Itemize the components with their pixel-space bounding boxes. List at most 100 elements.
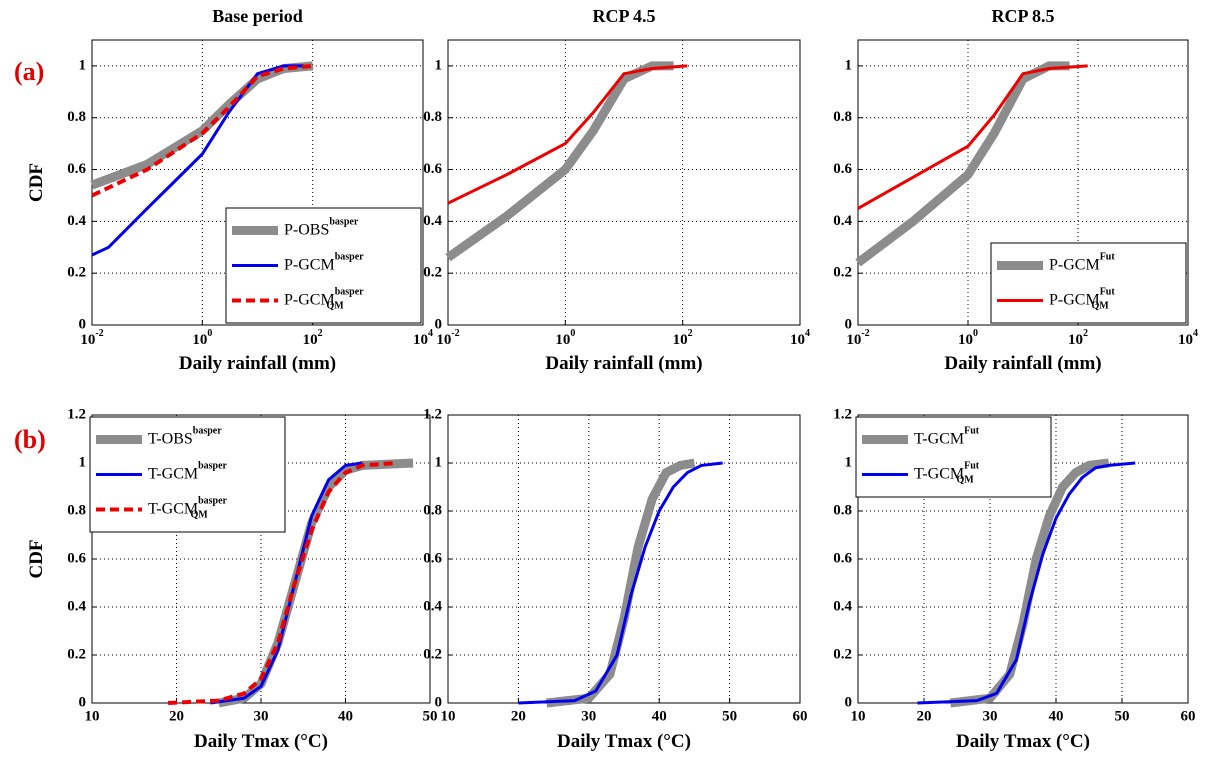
cdf-line bbox=[91, 64, 305, 257]
y-tick-label: 0.4 bbox=[67, 598, 86, 614]
x-tick-label: 10-2 bbox=[80, 328, 103, 348]
y-tick-label: 0.6 bbox=[423, 550, 442, 566]
tick-base: 10 bbox=[436, 332, 451, 348]
legend-sup: basper bbox=[198, 461, 227, 472]
legend-sub: QM bbox=[327, 301, 345, 312]
x-tick-label: 50 bbox=[1115, 708, 1130, 724]
x-axis-label: Daily Tmax (°C) bbox=[557, 731, 691, 752]
cdf-line bbox=[168, 461, 397, 705]
x-tick-label: 102 bbox=[303, 328, 323, 348]
x-tick-label: 102 bbox=[673, 328, 693, 348]
y-axis-label: CDF bbox=[26, 163, 47, 202]
x-tick-label: 30 bbox=[581, 708, 596, 724]
y-tick-label: 0.8 bbox=[67, 502, 86, 518]
legend-label: P-OBSbasper bbox=[284, 217, 359, 238]
y-tick-label: 0.4 bbox=[67, 213, 86, 229]
tick-exponent: 2 bbox=[1083, 328, 1088, 339]
y-tick-label: 0.4 bbox=[423, 598, 442, 614]
legend-box bbox=[990, 242, 1187, 324]
x-tick-label: 20 bbox=[511, 708, 526, 724]
y-tick-label: 0.4 bbox=[423, 213, 442, 229]
legend-sup: basper bbox=[193, 426, 222, 437]
y-tick-label: 1 bbox=[435, 57, 443, 73]
y-tick-label: 0.8 bbox=[423, 109, 442, 125]
tick-base: 10 bbox=[80, 332, 95, 348]
legend-name: P-GCM bbox=[284, 256, 335, 273]
tick-base: 10 bbox=[958, 332, 973, 348]
y-tick-label: 0.6 bbox=[423, 161, 442, 177]
x-tick-label: 60 bbox=[1181, 708, 1196, 724]
plot-frame bbox=[857, 39, 1189, 326]
x-tick-label: 20 bbox=[917, 708, 932, 724]
legend-sup: Fut bbox=[964, 461, 980, 472]
tick-base: 10 bbox=[1178, 332, 1193, 348]
legend-name: T-GCM bbox=[914, 430, 964, 447]
legend-name: T-GCM bbox=[914, 465, 964, 482]
legend-sup: Fut bbox=[964, 426, 980, 437]
tick-exponent: -2 bbox=[861, 328, 869, 339]
y-tick-label: 0 bbox=[435, 316, 443, 332]
tick-exponent: 0 bbox=[207, 328, 212, 339]
legend-label: T-OBSbasper bbox=[148, 426, 222, 447]
tick-base: 10 bbox=[303, 332, 318, 348]
y-tick-label: 0.2 bbox=[833, 265, 852, 281]
tick-base: 10 bbox=[790, 332, 805, 348]
legend-sup: Fut bbox=[1100, 252, 1116, 263]
y-tick-label: 0.4 bbox=[833, 598, 852, 614]
legend-name: P-GCM bbox=[1049, 256, 1100, 273]
legend-name: P-GCM bbox=[284, 291, 335, 308]
y-tick-label: 0.8 bbox=[833, 109, 852, 125]
tick-exponent: 0 bbox=[973, 328, 978, 339]
legend-sup: basper bbox=[335, 252, 364, 263]
tick-exponent: 0 bbox=[570, 328, 575, 339]
tick-base: 10 bbox=[1068, 332, 1083, 348]
legend-label: P-GCMFut bbox=[1049, 252, 1115, 273]
y-tick-label: 0.8 bbox=[67, 109, 86, 125]
legend-name: P-GCM bbox=[1049, 291, 1100, 308]
y-tick-label: 0.2 bbox=[833, 646, 852, 662]
cdf-line bbox=[518, 461, 723, 705]
y-tick-label: 0.6 bbox=[67, 550, 86, 566]
tick-exponent: 2 bbox=[688, 328, 693, 339]
x-tick-label: 30 bbox=[983, 708, 998, 724]
y-axis-label: CDF bbox=[26, 539, 47, 578]
legend-label: T-GCMFut bbox=[914, 426, 980, 447]
y-tick-label: 1 bbox=[845, 454, 853, 470]
x-tick-label: 10 bbox=[441, 708, 456, 724]
x-tick-label: 10-2 bbox=[846, 328, 869, 348]
legend-label: T-GCMbasper bbox=[148, 461, 228, 482]
legend-name: T-GCM bbox=[148, 500, 198, 517]
x-tick-label: 100 bbox=[958, 328, 978, 348]
x-axis-label: Daily Tmax (°C) bbox=[194, 731, 328, 752]
plot-frame bbox=[447, 39, 801, 326]
cdf-line bbox=[917, 461, 1136, 705]
y-tick-label: 1.2 bbox=[67, 406, 86, 422]
legend-label: T-GCMbasper QM bbox=[148, 496, 228, 521]
y-tick-label: 0 bbox=[845, 694, 853, 710]
tick-exponent: -2 bbox=[95, 328, 103, 339]
legend-name: P-OBS bbox=[284, 221, 329, 238]
x-tick-label: 40 bbox=[1049, 708, 1064, 724]
legend-sup: basper bbox=[198, 496, 227, 507]
tick-exponent: 4 bbox=[1193, 328, 1198, 339]
x-tick-label: 40 bbox=[652, 708, 667, 724]
panel-label: (a) bbox=[14, 57, 44, 86]
x-axis-label: Daily Tmax (°C) bbox=[956, 731, 1090, 752]
y-tick-label: 0 bbox=[435, 694, 443, 710]
x-tick-label: 10 bbox=[85, 708, 100, 724]
x-tick-label: 60 bbox=[793, 708, 808, 724]
x-tick-label: 102 bbox=[1068, 328, 1088, 348]
cdf-line bbox=[855, 61, 1070, 267]
legend-sup: Fut bbox=[1100, 287, 1116, 298]
cdf-line bbox=[445, 61, 674, 262]
tick-exponent: 4 bbox=[805, 328, 810, 339]
x-axis-label: Daily rainfall (mm) bbox=[545, 353, 702, 374]
legend-label: P-GCMbasper bbox=[284, 252, 364, 273]
y-tick-label: 0.6 bbox=[833, 550, 852, 566]
y-tick-label: 0.2 bbox=[423, 265, 442, 281]
y-tick-label: 1 bbox=[79, 454, 87, 470]
tick-base: 10 bbox=[192, 332, 207, 348]
legend-sub: QM bbox=[957, 475, 975, 486]
y-tick-label: 0.6 bbox=[67, 161, 86, 177]
